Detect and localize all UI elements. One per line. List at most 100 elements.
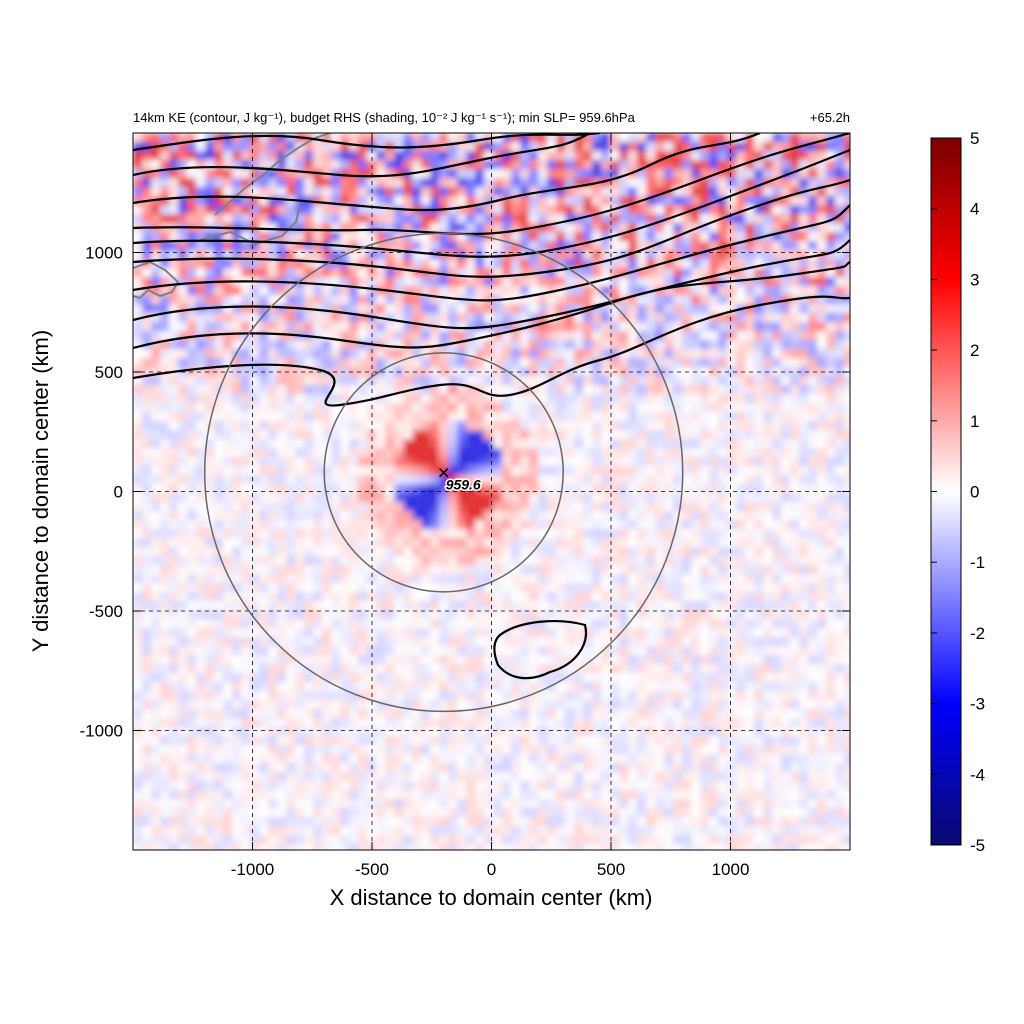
shade-cell xyxy=(808,205,818,215)
shade-cell xyxy=(421,448,431,458)
shade-cell xyxy=(412,223,422,233)
shade-cell xyxy=(700,160,710,170)
shade-cell xyxy=(673,628,683,638)
shade-cell xyxy=(817,583,827,593)
shade-cell xyxy=(565,385,575,395)
shade-cell xyxy=(646,250,656,260)
shade-cell xyxy=(169,277,179,287)
shade-cell xyxy=(277,547,287,557)
shade-cell xyxy=(817,358,827,368)
shade-cell xyxy=(358,376,368,386)
shade-cell xyxy=(673,196,683,206)
shade-cell xyxy=(295,475,305,485)
shade-cell xyxy=(295,655,305,665)
shade-cell xyxy=(403,565,413,575)
shade-cell xyxy=(727,295,737,305)
shade-cell xyxy=(745,484,755,494)
shade-cell xyxy=(547,475,557,485)
shade-cell xyxy=(772,412,782,422)
shade-cell xyxy=(745,232,755,242)
shade-cell xyxy=(286,142,296,152)
shade-cell xyxy=(178,682,188,692)
shade-cell xyxy=(511,511,521,521)
shade-cell xyxy=(358,268,368,278)
shade-cell xyxy=(700,151,710,161)
shade-cell xyxy=(484,205,494,215)
shade-cell xyxy=(448,205,458,215)
shade-cell xyxy=(709,286,719,296)
shade-cell xyxy=(484,673,494,683)
shade-cell xyxy=(511,583,521,593)
shade-cell xyxy=(682,637,692,647)
shade-cell xyxy=(556,322,566,332)
shade-cell xyxy=(601,394,611,404)
shade-cell xyxy=(619,403,629,413)
shade-cell xyxy=(268,511,278,521)
shade-cell xyxy=(376,475,386,485)
shade-cell xyxy=(700,178,710,188)
shade-cell xyxy=(763,601,773,611)
shade-cell xyxy=(358,232,368,242)
shade-cell xyxy=(844,520,850,530)
shade-cell xyxy=(430,385,440,395)
shade-cell xyxy=(529,565,539,575)
shade-cell xyxy=(547,682,557,692)
shade-cell xyxy=(439,187,449,197)
shade-cell xyxy=(340,232,350,242)
shade-cell xyxy=(646,403,656,413)
shade-cell xyxy=(223,583,233,593)
shade-cell xyxy=(592,475,602,485)
shade-cell xyxy=(430,484,440,494)
shade-cell xyxy=(241,619,251,629)
shade-cell xyxy=(628,610,638,620)
shade-cell xyxy=(619,682,629,692)
shade-cell xyxy=(322,484,332,494)
shade-cell xyxy=(160,376,170,386)
shade-cell xyxy=(763,268,773,278)
shade-cell xyxy=(412,520,422,530)
shade-cell xyxy=(376,538,386,548)
shade-cell xyxy=(466,133,476,143)
shade-cell xyxy=(529,178,539,188)
shade-cell xyxy=(682,520,692,530)
shade-cell xyxy=(799,412,809,422)
shade-cell xyxy=(277,691,287,701)
shade-cell xyxy=(817,592,827,602)
shade-cell xyxy=(268,304,278,314)
shade-cell xyxy=(727,592,737,602)
shade-cell xyxy=(331,538,341,548)
shade-cell xyxy=(376,448,386,458)
shade-cell xyxy=(160,178,170,188)
shade-cell xyxy=(808,214,818,224)
shade-cell xyxy=(619,295,629,305)
shade-cell xyxy=(268,241,278,251)
shade-cell xyxy=(799,493,809,503)
shade-cell xyxy=(529,646,539,656)
shade-cell xyxy=(844,475,850,485)
shade-cell xyxy=(817,655,827,665)
shade-cell xyxy=(277,151,287,161)
shade-cell xyxy=(187,376,197,386)
shade-cell xyxy=(448,349,458,359)
shade-cell xyxy=(187,547,197,557)
shade-cell xyxy=(232,664,242,674)
shade-cell xyxy=(601,214,611,224)
shade-cell xyxy=(340,151,350,161)
shade-cell xyxy=(763,187,773,197)
shade-cell xyxy=(790,394,800,404)
shade-cell xyxy=(241,178,251,188)
shade-cell xyxy=(358,547,368,557)
shade-cell xyxy=(736,376,746,386)
shade-cell xyxy=(439,547,449,557)
shade-cell xyxy=(664,349,674,359)
shade-cell xyxy=(736,385,746,395)
shade-cell xyxy=(835,592,845,602)
shade-cell xyxy=(538,556,548,566)
shade-cell xyxy=(394,214,404,224)
shade-cell xyxy=(466,286,476,296)
shade-cell xyxy=(547,268,557,278)
shade-cell xyxy=(574,448,584,458)
shade-cell xyxy=(610,286,620,296)
shade-cell xyxy=(574,313,584,323)
shade-cell xyxy=(466,412,476,422)
